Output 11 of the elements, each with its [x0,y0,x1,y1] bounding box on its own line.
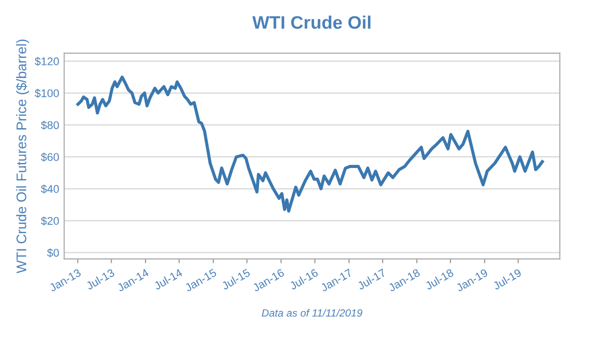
y-tick-label: $80 [40,120,59,130]
y-tick-label: $0 [47,248,59,258]
chart-title: WTI Crude Oil [252,16,370,29]
text: Data as of 11/11/2019 [262,308,362,317]
line-series [76,76,544,213]
y-tick-label: $60 [40,152,59,162]
y-tick-label: $100 [34,88,59,98]
y-tick-label: $40 [40,184,59,194]
y-tick-label: $120 [34,56,59,66]
y-axis-title: WTI Crude Oil Futures Price ($/barrel) [16,40,30,274]
y-tick-label: $20 [40,216,59,226]
